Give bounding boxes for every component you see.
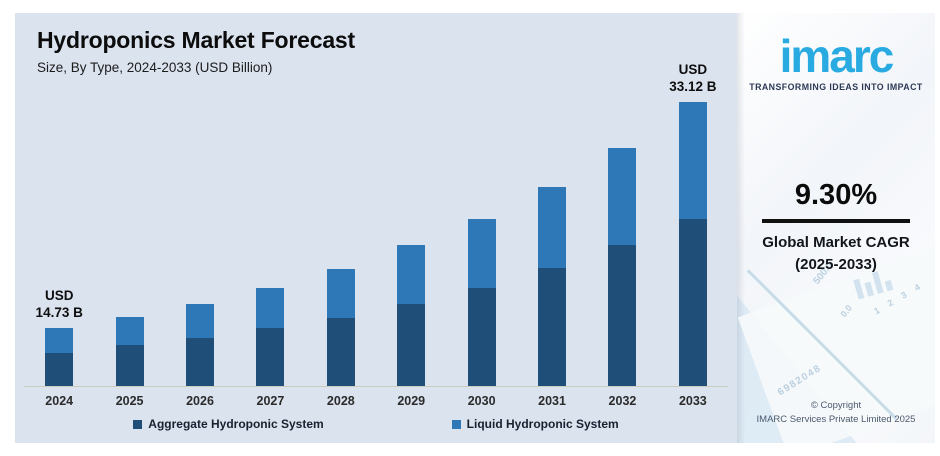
bar-annotation: USD 33.12 B (669, 61, 717, 95)
stacked-bar (115, 317, 144, 386)
stacked-bar (397, 245, 426, 386)
legend-label: Aggregate Hydroponic System (148, 417, 324, 431)
stacked-bar (256, 288, 285, 386)
bar-segment-aggregate (256, 328, 285, 386)
bar-column: USD 14.73 B (24, 85, 94, 386)
copyright-line1: © Copyright (810, 399, 862, 411)
cagr-value: 9.30% (794, 179, 878, 211)
bar-segment-liquid (678, 102, 707, 219)
chart-panel: Hydroponics Market Forecast Size, By Typ… (15, 13, 737, 443)
x-axis-tick-label: 2033 (678, 394, 707, 408)
bar-segment-liquid (538, 187, 567, 268)
copyright-line2: IMARC Services Private Limited 2025 (756, 414, 916, 426)
page-subtitle: Size, By Type, 2024-2033 (USD Billion) (37, 60, 273, 75)
x-axis-tick-label: 2032 (608, 394, 637, 408)
x-axis-tick-label: 2026 (186, 394, 214, 408)
bar-column (306, 85, 376, 386)
bar-segment-liquid (467, 219, 496, 288)
bar-column (165, 85, 235, 386)
stacked-bar (467, 219, 496, 386)
legend-swatch (133, 419, 143, 429)
stacked-bar (326, 269, 355, 386)
imarc-tagline: TRANSFORMING IDEAS INTO IMPACT (749, 82, 923, 92)
cagr-label-line2: (2025-2033) (795, 255, 877, 273)
panel-edge-shadow (737, 13, 745, 443)
legend-label: Liquid Hydroponic System (466, 417, 619, 431)
bar-column (446, 85, 516, 386)
bar-segment-aggregate (115, 345, 144, 386)
legend-item: Aggregate Hydroponic System (133, 417, 324, 431)
imarc-logo: imarc TRANSFORMING IDEAS INTO IMPACT (737, 33, 935, 92)
bar-segment-aggregate (467, 288, 496, 386)
x-axis-labels: 2024 2025 2026 2027 2028 2029 2030 2031 2032 2033 (24, 394, 728, 408)
stacked-bar: USD 14.73 B (36, 288, 83, 386)
x-axis-tick-label: 2028 (326, 394, 355, 408)
stacked-bar (186, 304, 215, 386)
bar-column (376, 85, 446, 386)
imarc-logo-text: imarc (779, 30, 895, 82)
legend-item: Liquid Hydroponic System (451, 417, 619, 431)
bar-segment-liquid (397, 245, 426, 304)
bar-segment-liquid (115, 317, 144, 345)
bar-segment-liquid (186, 304, 215, 338)
bar-segment-liquid (608, 148, 637, 245)
x-axis-tick-label: 2030 (467, 394, 496, 408)
x-axis-tick-label: 2025 (115, 394, 144, 408)
legend-swatch (451, 419, 461, 429)
page-title: Hydroponics Market Forecast (37, 27, 355, 53)
chart-legend: Aggregate Hydroponic System Liquid Hydrop… (15, 417, 737, 431)
bar-segment-liquid (45, 328, 74, 353)
infographic: Hydroponics Market Forecast Size, By Typ… (15, 13, 935, 443)
cagr-label-line1: Global Market CAGR (762, 234, 910, 251)
stacked-bar (538, 187, 567, 386)
bar-segment-liquid (326, 269, 355, 318)
bar-column (94, 85, 164, 386)
bar-annotation: USD 14.73 B (35, 287, 83, 321)
bar-segment-aggregate (186, 338, 215, 386)
cagr-underline (762, 219, 910, 223)
x-axis-tick-label: 2027 (256, 394, 285, 408)
bar-column: USD 33.12 B (658, 62, 728, 386)
stacked-bar: USD 33.12 B (669, 62, 717, 386)
bar-segment-aggregate (608, 245, 637, 386)
bar-column (587, 85, 657, 386)
cagr-block: 9.30% Global Market CAGR (2025-2033) (737, 179, 935, 276)
bar-segment-aggregate (678, 219, 707, 386)
bar-segment-aggregate (326, 318, 355, 386)
bar-segment-aggregate (397, 304, 426, 386)
copyright: © Copyright IMARC Services Private Limit… (737, 399, 935, 428)
brand-panel: 500.0 0.0 1 2 3 4 6982048 imarc TRANSFOR… (737, 13, 935, 443)
x-axis-tick-label: 2031 (538, 394, 566, 408)
bar-segment-aggregate (45, 353, 74, 386)
plot-area: USD 14.73 B USD 33.12 B (24, 62, 728, 387)
stacked-bar (608, 148, 637, 386)
bar-segment-liquid (256, 288, 285, 328)
bar-column (517, 85, 587, 386)
x-axis-tick-label: 2024 (45, 394, 74, 408)
bar-segment-aggregate (538, 268, 567, 386)
x-axis-tick-label: 2029 (397, 394, 426, 408)
bar-column (235, 85, 305, 386)
